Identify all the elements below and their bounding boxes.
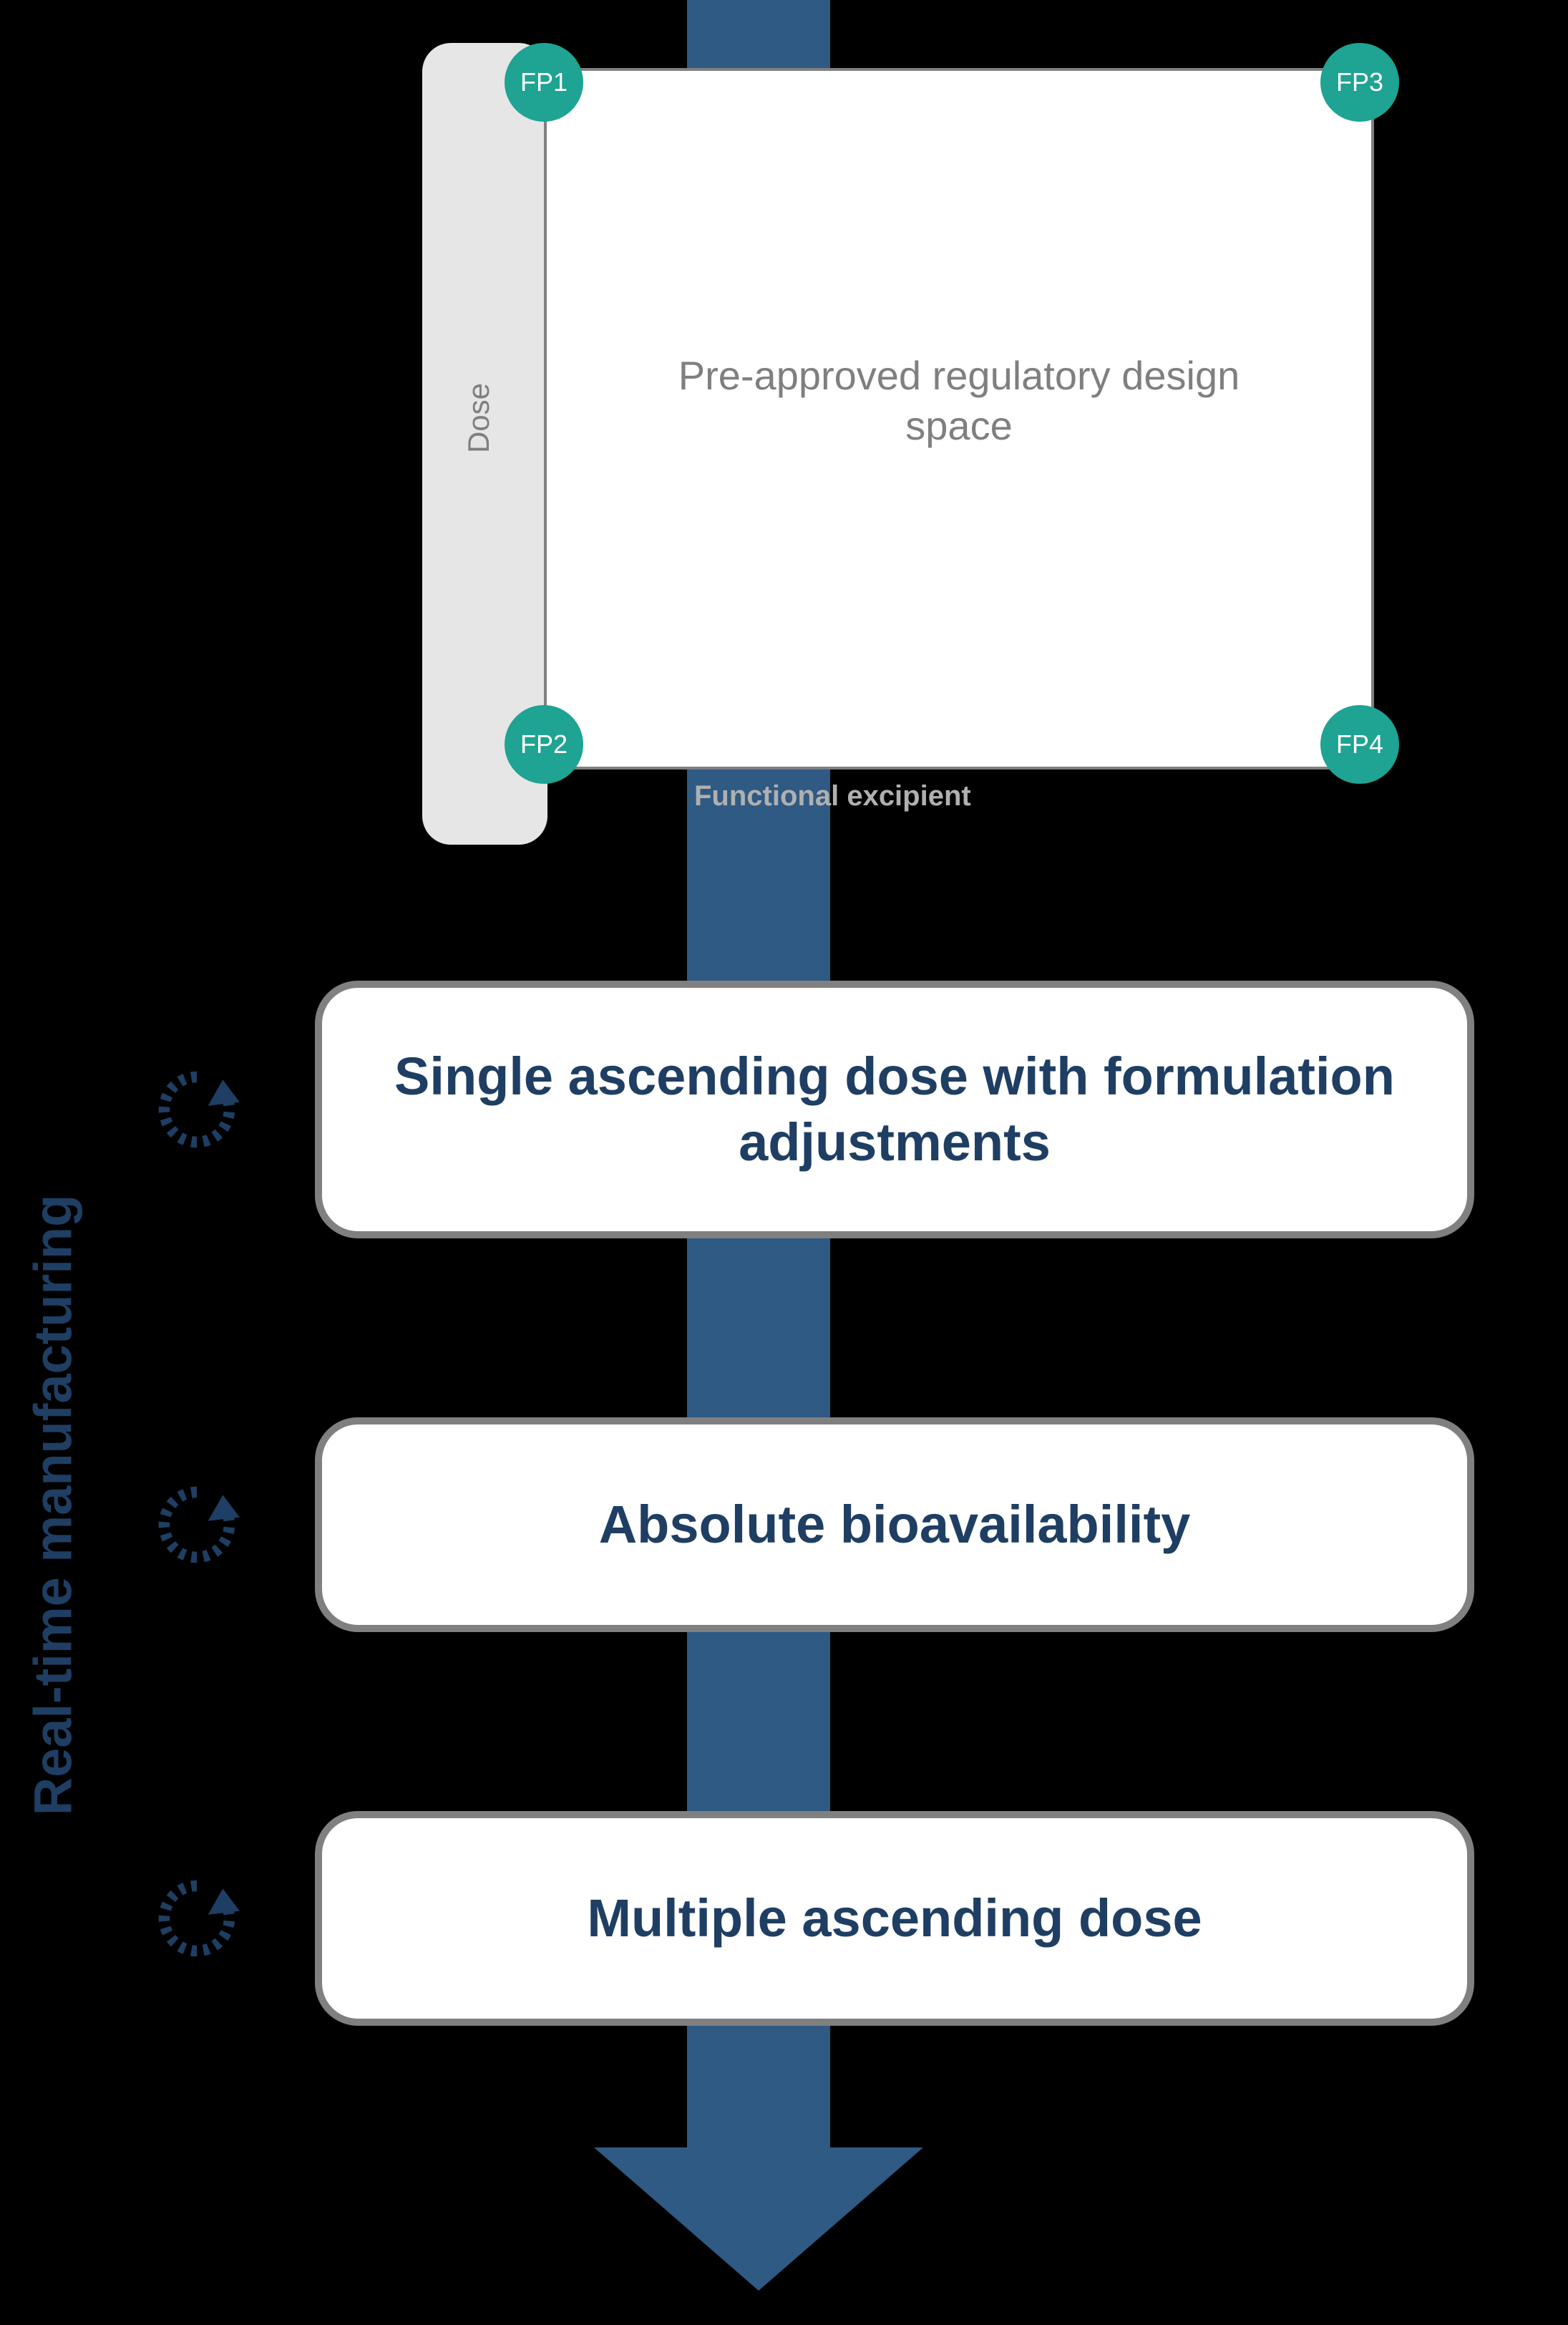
vertical-label-realtime-manufacturing: Real-time manufacturing: [22, 1195, 83, 1816]
stage-label: Multiple ascending dose: [587, 1885, 1202, 1952]
fp-node-3: FP3: [1320, 43, 1399, 122]
refresh-icon: [150, 1063, 243, 1156]
design-space-caption: Pre-approved regulatory design space: [623, 351, 1295, 451]
fp-node-2: FP2: [505, 705, 583, 784]
stage-box-single-ascending: Single ascending dose with formulation a…: [315, 981, 1474, 1238]
fp-node-1: FP1: [505, 43, 583, 122]
stage-label: Absolute bioavailability: [599, 1492, 1191, 1558]
stage-label: Single ascending dose with formulation a…: [322, 1044, 1467, 1176]
design-space-y-axis-label: Dose: [462, 383, 496, 453]
fp-node-4: FP4: [1320, 705, 1399, 784]
design-space-x-axis-label: Functional excipient: [694, 780, 971, 812]
stage-box-absolute-bioavailability: Absolute bioavailability: [315, 1417, 1474, 1632]
flow-arrow-head: [594, 2147, 923, 2291]
stage-box-multiple-ascending: Multiple ascending dose: [315, 1811, 1474, 2026]
refresh-icon: [150, 1872, 243, 1965]
diagram-canvas: Pre-approved regulatory design space Dos…: [0, 0, 1568, 2325]
refresh-icon: [150, 1478, 243, 1571]
